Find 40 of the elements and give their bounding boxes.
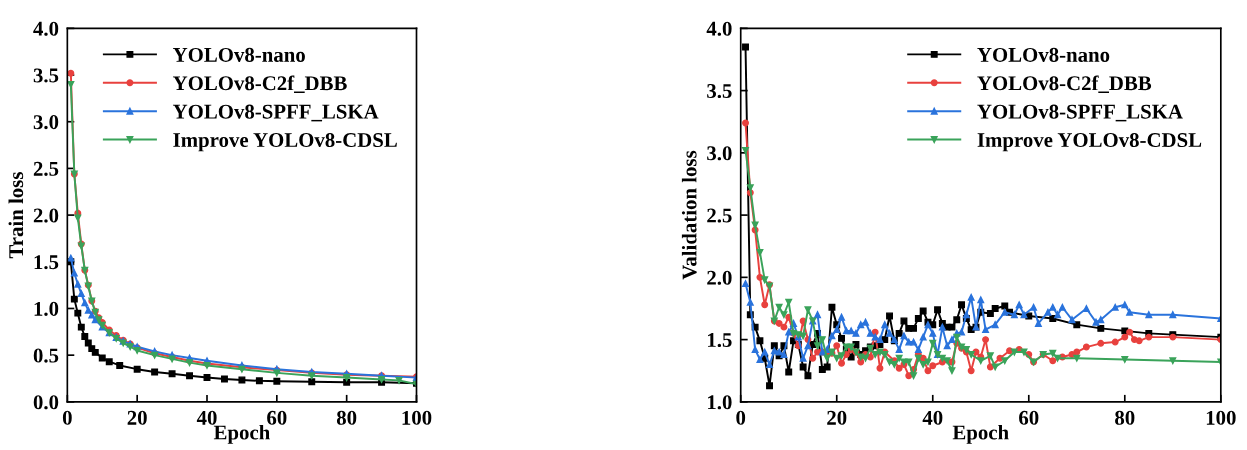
x-tick-label: 80 <box>1115 410 1135 425</box>
y-tick-label: 1.0 <box>708 395 732 410</box>
y-tick-label: 3.0 <box>33 115 59 130</box>
y-tick-label: 0.5 <box>33 348 59 363</box>
x-tick-label: 0 <box>736 410 746 425</box>
y-tick-label: 1.5 <box>708 333 732 348</box>
x-tick-label: 0 <box>62 410 72 425</box>
x-tick-label: 20 <box>827 410 847 425</box>
x-tick-label: 60 <box>267 410 287 425</box>
y-tick-label: 2.5 <box>707 208 732 223</box>
y-tick-label: 3.0 <box>707 146 732 161</box>
y-tick-label: 4.0 <box>706 21 732 36</box>
legend-label: YOLOv8-nano <box>977 47 1110 62</box>
y-tick-label: 3.5 <box>33 68 59 83</box>
y-tick-label: 2.0 <box>707 270 732 285</box>
x-tick-label: 20 <box>127 410 147 425</box>
legend-label: Improve YOLOv8-CDSL <box>977 133 1202 152</box>
y-tick-label: 0.0 <box>33 395 59 410</box>
legend-label: YOLOv8-nano <box>172 47 305 62</box>
x-tick-label: 40 <box>196 410 217 425</box>
y-tick-label: 1.0 <box>34 301 59 316</box>
y-axis-title: Validation loss <box>681 150 697 280</box>
y-tick-label: 1.5 <box>34 255 59 270</box>
x-tick-label: 100 <box>1206 410 1236 425</box>
x-tick-label: 80 <box>336 410 357 425</box>
y-axis-title: Train loss <box>8 172 24 259</box>
legend-label: Improve YOLOv8-CDSL <box>173 133 397 152</box>
legend-label: YOLOv8-SPFF_LSKA <box>172 104 379 122</box>
x-tick-label: 40 <box>922 410 943 425</box>
legend-label: YOLOv8-C2f_DBB <box>977 75 1152 93</box>
legend-label: YOLOv8-C2f_DBB <box>172 75 347 93</box>
y-tick-label: 2.5 <box>33 161 59 176</box>
x-axis-title: Epoch <box>213 424 270 444</box>
x-tick-label: 60 <box>1019 410 1039 425</box>
y-tick-label: 4.0 <box>33 21 59 36</box>
y-tick-label: 3.5 <box>707 84 732 99</box>
legend-label: YOLOv8-SPFF_LSKA <box>977 104 1183 122</box>
y-tick-label: 2.0 <box>33 208 59 223</box>
x-tick-label: 100 <box>402 410 432 425</box>
x-axis-title: Epoch <box>952 424 1009 444</box>
